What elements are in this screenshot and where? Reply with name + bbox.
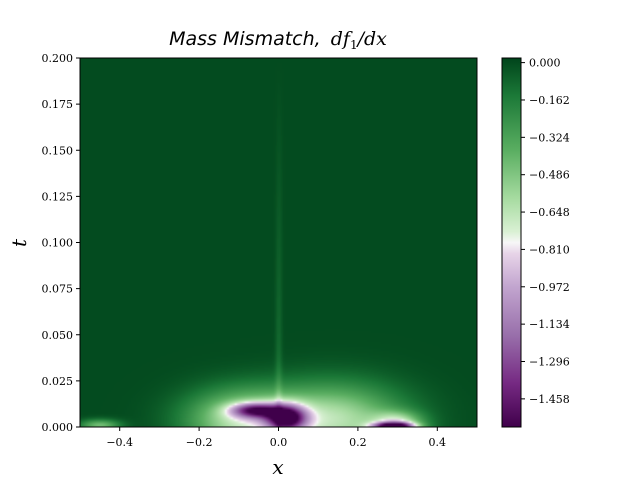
colorbar-tick-label: −1.134 [529,318,570,331]
colorbar-tick-label: −0.162 [529,94,570,107]
colorbar-ticks: 0.000 −0.162 −0.324 −0.486 −0.648 −0.810 −0.97… [521,57,570,406]
y-axis: 0.000 0.025 0.050 0.075 0.100 0.125 0.150 0.175… [42,52,80,434]
x-tick-label: 0.4 [429,436,447,449]
colorbar [501,57,522,428]
y-tick-label: 0.200 [42,52,74,65]
heatmap-area [80,58,477,427]
x-tick-label: 0.2 [349,436,367,449]
colorbar-tick-label: −0.810 [529,243,570,256]
colorbar-tick-label: −1.458 [529,393,570,406]
x-tick-label: −0.4 [106,436,133,449]
heatmap-image [80,58,477,427]
y-tick-label: 0.150 [42,144,74,157]
x-axis: −0.4 −0.2 0.0 0.2 0.4 [106,427,446,449]
colorbar-tick-label: −0.972 [529,281,570,294]
y-tick-label: 0.050 [42,329,74,342]
x-tick-label: 0.0 [270,436,288,449]
y-tick-label: 0.125 [42,190,74,203]
y-tick-label: 0.175 [42,98,74,111]
x-tick-label: −0.2 [186,436,213,449]
colorbar-tick-label: −0.486 [529,169,570,182]
y-tick-label: 0.100 [42,237,74,250]
colorbar-tick-label: −1.296 [529,356,570,369]
colorbar-tick-label: −0.324 [529,131,570,144]
y-tick-label: 0.000 [42,421,74,434]
colorbar-tick-label: 0.000 [529,57,561,70]
y-axis-label: t [7,238,31,247]
y-tick-label: 0.025 [42,375,74,388]
chart-title: Mass Mismatch, df1/dx [169,28,387,52]
y-tick-label: 0.075 [42,283,74,296]
colorbar-tick-label: −0.648 [529,206,570,219]
x-axis-label: x [272,455,283,479]
